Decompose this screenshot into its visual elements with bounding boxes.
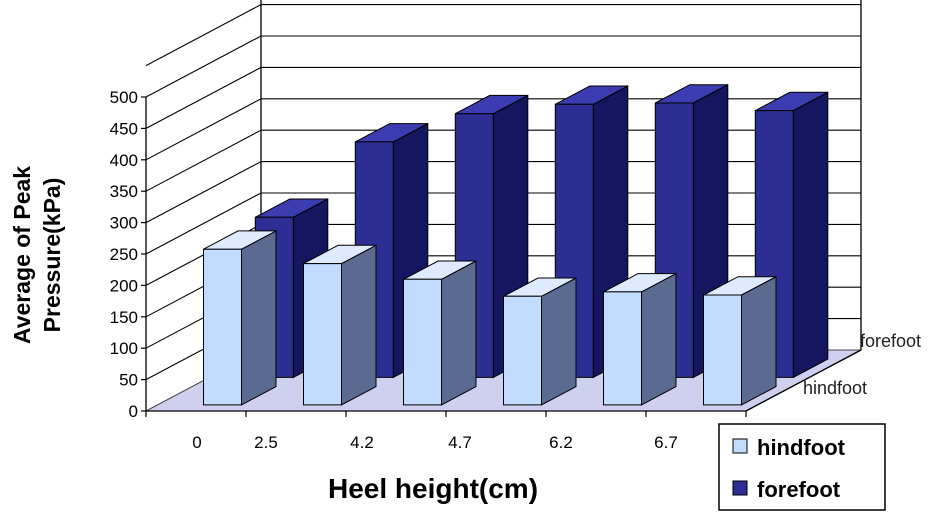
y-tick-label: 400 [110, 151, 138, 170]
bar-side [441, 260, 477, 406]
bar-front [203, 248, 242, 406]
depth-label-forefoot: forefoot [860, 331, 921, 351]
bar-front [303, 263, 342, 406]
x-tick-label: 0 [192, 433, 201, 452]
legend-label-hindfoot: hindfoot [757, 435, 846, 460]
y-tick-label: 100 [110, 339, 138, 358]
y-tick-label: 350 [110, 182, 138, 201]
bar-side [741, 275, 777, 406]
x-tick-label: 4.7 [448, 433, 472, 452]
bar-hindfoot-6.7 [703, 275, 777, 406]
gridline-side [145, 192, 262, 255]
bar-hindfoot-6.2 [603, 272, 677, 406]
legend: hindfoot forefoot [718, 423, 886, 511]
bar-hindfoot-4.2 [403, 260, 477, 406]
y-tick-label: 0 [129, 402, 138, 421]
depth-axis-line [745, 349, 862, 412]
bar-hindfoot-0 [203, 230, 277, 406]
legend-box [718, 423, 886, 511]
gridline-side [145, 4, 262, 67]
bar-front [403, 278, 442, 406]
bar-side [792, 91, 829, 379]
bar-front [503, 295, 542, 406]
x-tick-labels: 0 2.5 4.2 4.7 6.2 6.7 [145, 411, 747, 452]
bar-hindfoot-2.5 [303, 244, 377, 406]
legend-swatch-hindfoot [732, 438, 748, 454]
x-tick-label: 6.7 [654, 433, 678, 452]
bar-side [341, 244, 377, 406]
x-tick-label: 4.2 [350, 433, 374, 452]
x-tick-label: 2.5 [254, 433, 278, 452]
gridline-side [145, 66, 262, 129]
gridline-side [145, 129, 262, 192]
y-tick-label: 200 [110, 276, 138, 295]
gridline-side [145, 98, 262, 161]
depth-label-hindfoot: hindfoot [803, 378, 867, 398]
y-tick-label: 450 [110, 119, 138, 138]
hindfoot-bars [203, 230, 777, 406]
bar-side [541, 277, 577, 406]
y-tick-label: 50 [119, 371, 138, 390]
bar-front [703, 294, 742, 406]
y-axis-title-line-1: Average of Peak [9, 166, 35, 344]
y-axis-title-line-2: Pressure(kPa) [39, 178, 65, 333]
y-tick-labels: 0 50 100 150 200 250 300 350 400 450 500 [110, 88, 146, 421]
y-tick-label: 500 [110, 88, 138, 107]
gridline-side [145, 161, 262, 224]
gridline-side [145, 35, 262, 98]
bar-side [641, 272, 677, 406]
legend-label-forefoot: forefoot [757, 477, 841, 502]
y-tick-label: 300 [110, 214, 138, 233]
bar-side [241, 230, 277, 406]
bar-front [603, 291, 642, 406]
y-tick-label: 150 [110, 308, 138, 327]
bar-hindfoot-4.7 [503, 277, 577, 406]
y-tick-label: 250 [110, 245, 138, 264]
x-tick-label: 6.2 [549, 433, 573, 452]
x-axis-title: Heel height(cm) [328, 473, 538, 504]
legend-swatch-forefoot [732, 480, 748, 496]
